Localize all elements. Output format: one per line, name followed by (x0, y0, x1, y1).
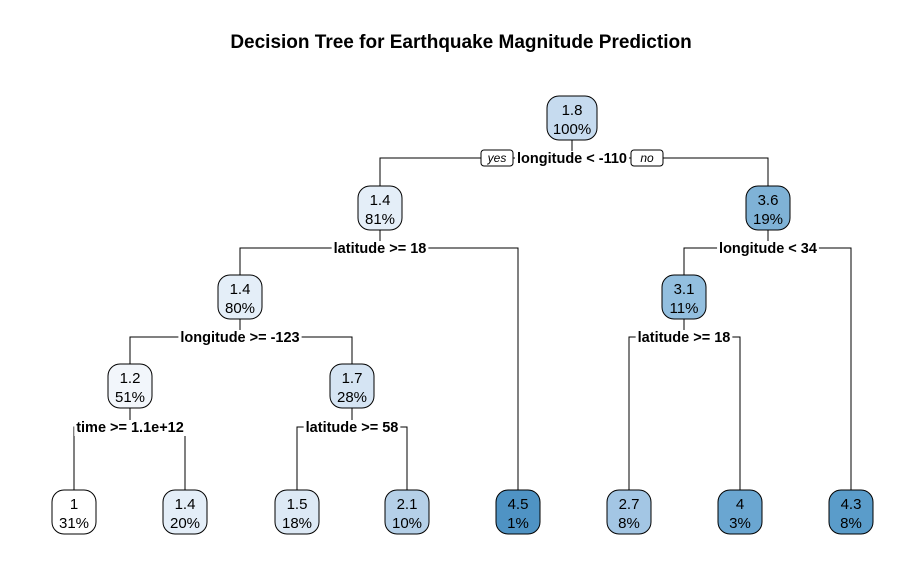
node-percent: 8% (840, 515, 862, 532)
node-box (357, 185, 403, 231)
split-label-background (178, 330, 302, 346)
split-label-background (515, 151, 629, 167)
split-condition-label: longitude >= -123 (180, 330, 299, 346)
split-label-background (635, 330, 733, 346)
split-label-background (331, 241, 429, 257)
yes-branch-label: yes (487, 151, 507, 165)
split-label-background (303, 420, 401, 436)
node-box (828, 489, 874, 535)
tree-node: 1.728% (329, 363, 375, 409)
node-value: 1.2 (120, 370, 141, 387)
tree-node: 1.480% (217, 274, 263, 320)
tree-node: 3.619% (745, 185, 791, 231)
node-value: 1.7 (342, 370, 363, 387)
tree-node: 4.51% (495, 489, 541, 535)
split-condition-label: latitude >= 18 (334, 241, 427, 257)
no-branch-label: no (640, 151, 654, 165)
node-percent: 20% (170, 515, 200, 532)
tree-edges (73, 140, 852, 490)
node-value: 4.3 (841, 496, 862, 513)
edge-split (683, 247, 852, 490)
node-value: 1.8 (562, 102, 583, 119)
node-box (107, 363, 153, 409)
split-condition-label: latitude >= 18 (638, 330, 731, 346)
node-value: 2.7 (619, 496, 640, 513)
node-box (745, 185, 791, 231)
node-value: 4 (736, 496, 744, 513)
split-condition-label: longitude < -110 (517, 151, 627, 167)
tree-node: 1.8 100% (546, 95, 598, 141)
node-percent: 80% (225, 300, 255, 317)
split-labels: longitude < -110 latitude >= 18 longitude … (74, 151, 819, 436)
node-percent: 51% (115, 389, 145, 406)
node-value: 1 (70, 496, 78, 513)
tree-node: 1.251% (107, 363, 153, 409)
tree-node: 131% (51, 489, 97, 535)
tree-node: 3.111% (661, 274, 707, 320)
tree-node: 4.38% (828, 489, 874, 535)
node-value: 3.6 (758, 192, 779, 209)
node-percent: 10% (392, 515, 422, 532)
tree-nodes: 1.8100%1.481%3.619%1.480%3.111%1.251%1.7… (51, 95, 874, 535)
node-value: 1.4 (370, 192, 391, 209)
node-value: 3.1 (674, 281, 695, 298)
node-percent: 100% (553, 121, 591, 138)
chart-title: Decision Tree for Earthquake Magnitude P… (230, 32, 691, 53)
branch-direction-labels: yes no (480, 149, 664, 167)
split-label-background (74, 420, 186, 436)
node-box (51, 489, 97, 535)
node-percent: 18% (282, 515, 312, 532)
node-percent: 28% (337, 389, 367, 406)
node-percent: 8% (618, 515, 640, 532)
split-condition-label: time >= 1.1e+12 (76, 420, 184, 436)
node-value: 1.5 (287, 496, 308, 513)
node-box (495, 489, 541, 535)
node-percent: 11% (670, 300, 699, 317)
node-value: 2.1 (397, 496, 418, 513)
node-percent: 81% (365, 211, 395, 228)
edge-split (296, 426, 408, 490)
node-percent: 31% (59, 515, 89, 532)
node-box (217, 274, 263, 320)
tree-node: 43% (717, 489, 763, 535)
split-condition-label: longitude < 34 (719, 241, 817, 257)
tree-node: 1.518% (274, 489, 320, 535)
tree-node: 1.481% (357, 185, 403, 231)
edge-split (73, 426, 186, 490)
node-box (661, 274, 707, 320)
node-box (606, 489, 652, 535)
edge-split (628, 336, 741, 490)
edge-split (239, 247, 519, 490)
node-value: 4.5 (508, 496, 529, 513)
tree-node: 2.110% (384, 489, 430, 535)
split-condition-label: latitude >= 58 (306, 420, 399, 436)
node-percent: 3% (729, 515, 751, 532)
node-percent: 1% (507, 515, 529, 532)
node-box (384, 489, 430, 535)
yes-branch-box (480, 149, 514, 167)
node-box (717, 489, 763, 535)
split-label-background (717, 241, 819, 257)
node-percent: 19% (753, 211, 783, 228)
node-box (274, 489, 320, 535)
node-value: 1.4 (230, 281, 251, 298)
node-box (162, 489, 208, 535)
node-box (546, 95, 598, 141)
tree-node: 2.78% (606, 489, 652, 535)
node-value: 1.4 (175, 496, 196, 513)
tree-node: 1.420% (162, 489, 208, 535)
node-box (329, 363, 375, 409)
no-branch-box (630, 149, 664, 167)
